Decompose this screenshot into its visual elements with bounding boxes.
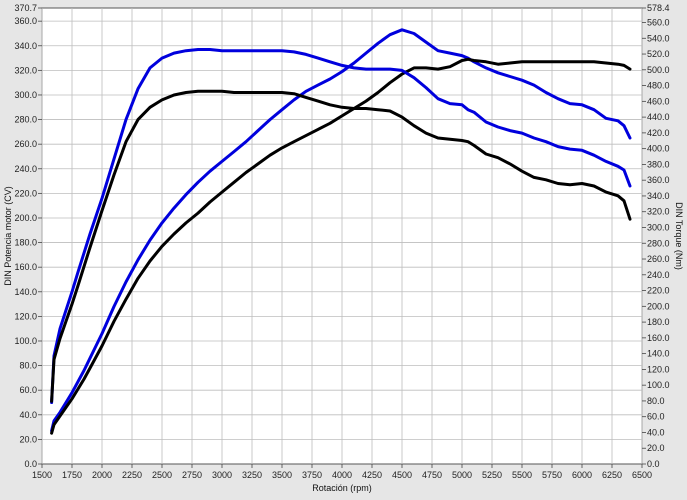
y-left-tick-label: 100.0 — [14, 336, 37, 346]
y-right-tick-label: 300.0 — [647, 222, 670, 232]
x-axis-label: Rotación (rpm) — [312, 483, 372, 493]
y-left-tick-label: 60.0 — [19, 385, 37, 395]
y-right-tick-label: 500.0 — [647, 65, 670, 75]
y-left-tick-label: 160.0 — [14, 262, 37, 272]
y-left-tick-label: 80.0 — [19, 361, 37, 371]
grid-lines — [41, 8, 643, 464]
x-tick-label: 2750 — [182, 470, 202, 480]
y-right-tick-label: 320.0 — [647, 207, 670, 217]
x-tick-label: 4000 — [332, 470, 352, 480]
x-tick-label: 5500 — [512, 470, 532, 480]
y-right-tick-label: 20.0 — [647, 443, 665, 453]
y-left-tick-label: 0.0 — [24, 459, 37, 469]
y-left-tick-label: 140.0 — [14, 287, 37, 297]
series-line-1 — [50, 28, 632, 433]
y-right-tick-label: 180.0 — [647, 317, 670, 327]
y-right-tick-label: 220.0 — [647, 286, 670, 296]
data-series — [50, 28, 632, 435]
x-tick-label: 5000 — [452, 470, 472, 480]
y-right-tick-label: 460.0 — [647, 96, 670, 106]
y-right-tick-label: 40.0 — [647, 427, 665, 437]
y-right-tick-label: 520.0 — [647, 49, 670, 59]
series-line-2 — [50, 57, 632, 435]
y-right-tick-labels: 0.0 20.0 40.0 60.0 80.0 100.0 120.0 140.0 160.0 1… — [642, 3, 670, 469]
y-left-tick-label: 120.0 — [14, 311, 37, 321]
y-left-tick-label: 360.0 — [14, 16, 37, 26]
y-left-tick-label: 20.0 — [19, 434, 37, 444]
x-tick-label: 1500 — [32, 470, 52, 480]
y-left-tick-label: 260.0 — [14, 139, 37, 149]
y-left-axis-label: DIN Potencia motor (CV) — [3, 186, 13, 286]
series-line-3 — [50, 48, 632, 404]
y-right-tick-label: 340.0 — [647, 191, 670, 201]
y-left-tick-label: 370.7 — [14, 3, 37, 13]
y-right-tick-label: 240.0 — [647, 270, 670, 280]
series-line-4 — [50, 89, 632, 403]
y-left-tick-labels: 0.0 20.0 40.0 60.0 80.0 100.0 120.0 140.0 160.0 1… — [14, 3, 42, 469]
y-left-tick-label: 200.0 — [14, 213, 37, 223]
y-left-tick-label: 40.0 — [19, 410, 37, 420]
y-left-tick-label: 180.0 — [14, 238, 37, 248]
y-right-tick-label: 540.0 — [647, 33, 670, 43]
x-tick-label: 5750 — [542, 470, 562, 480]
y-right-tick-label: 260.0 — [647, 254, 670, 264]
y-right-tick-label: 280.0 — [647, 238, 670, 248]
x-tick-label: 4500 — [392, 470, 412, 480]
y-left-tick-label: 240.0 — [14, 164, 37, 174]
y-right-tick-label: 360.0 — [647, 175, 670, 185]
x-tick-label: 5250 — [482, 470, 502, 480]
x-tick-label: 4250 — [362, 470, 382, 480]
y-right-tick-label: 60.0 — [647, 412, 665, 422]
x-tick-labels: 1500 1750 2000 2250 2500 2750 3000 3250 3500 3750… — [32, 464, 652, 480]
y-right-tick-label: 160.0 — [647, 333, 670, 343]
y-left-tick-label: 300.0 — [14, 90, 37, 100]
y-right-axis-label: DIN Torque (Nm) — [674, 202, 684, 270]
y-left-tick-label: 280.0 — [14, 115, 37, 125]
y-right-tick-label: 0.0 — [647, 459, 660, 469]
y-right-tick-label: 560.0 — [647, 18, 670, 28]
y-right-tick-label: 400.0 — [647, 144, 670, 154]
y-left-tick-label: 340.0 — [14, 41, 37, 51]
y-right-tick-label: 100.0 — [647, 380, 670, 390]
y-left-tick-label: 320.0 — [14, 65, 37, 75]
x-tick-label: 3000 — [212, 470, 232, 480]
y-right-tick-label: 420.0 — [647, 128, 670, 138]
x-tick-label: 6500 — [632, 470, 652, 480]
y-right-tick-label: 200.0 — [647, 301, 670, 311]
y-right-tick-label: 120.0 — [647, 364, 670, 374]
y-left-tick-label: 220.0 — [14, 188, 37, 198]
y-right-tick-label: 480.0 — [647, 81, 670, 91]
y-right-tick-label: 578.4 — [647, 3, 670, 13]
x-tick-label: 3250 — [242, 470, 262, 480]
y-right-tick-label: 80.0 — [647, 396, 665, 406]
x-tick-label: 2000 — [92, 470, 112, 480]
x-tick-label: 6250 — [602, 470, 622, 480]
x-tick-label: 2500 — [152, 470, 172, 480]
y-right-tick-label: 140.0 — [647, 349, 670, 359]
x-tick-label: 3500 — [272, 470, 292, 480]
y-right-tick-label: 440.0 — [647, 112, 670, 122]
x-tick-label: 2250 — [122, 470, 142, 480]
x-tick-label: 1750 — [62, 470, 82, 480]
x-tick-label: 6000 — [572, 470, 592, 480]
x-tick-label: 4750 — [422, 470, 442, 480]
y-right-tick-label: 380.0 — [647, 159, 670, 169]
x-tick-label: 3750 — [302, 470, 322, 480]
